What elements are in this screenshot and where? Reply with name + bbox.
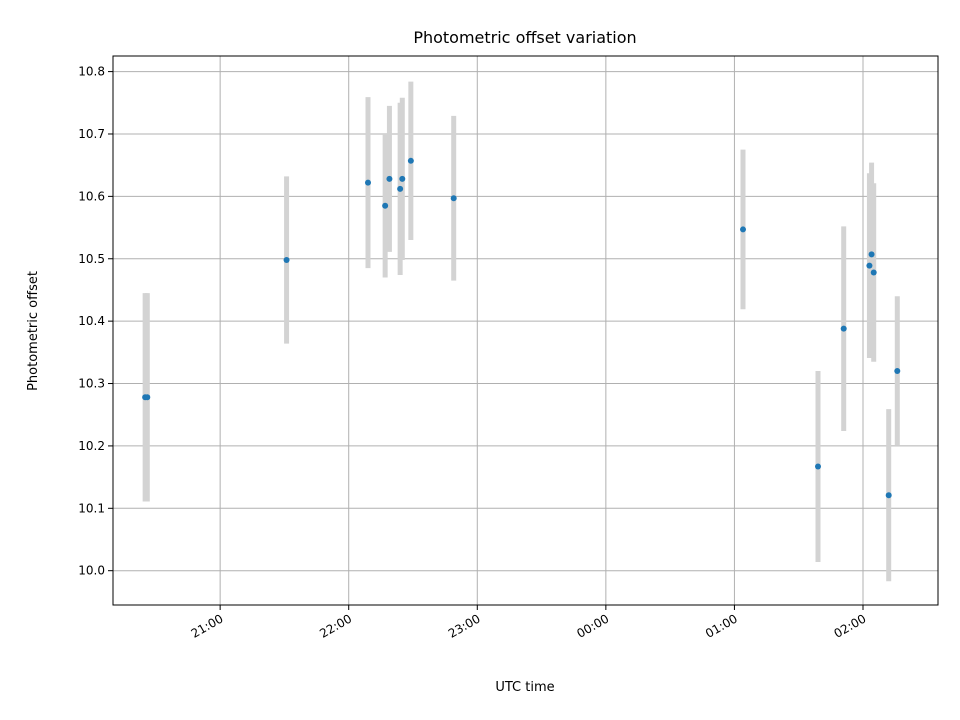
data-point [740,226,746,233]
data-point [870,269,877,276]
y-tick-label: 10.8 [78,65,105,79]
y-tick-label: 10.2 [78,439,105,453]
y-axis-label: Photometric offset [26,271,41,391]
chart-title: Photometric offset variation [413,28,636,47]
data-points [142,157,901,499]
data-point [407,157,414,164]
data-point [894,368,901,375]
data-point [283,257,290,264]
plot-frame [112,55,939,606]
data-point [885,492,892,499]
y-axis-ticks: 10.0 10.1 10.2 10.3 10.4 10.5 10.6 10.7 10.8 [78,65,113,578]
y-tick-label: 10.5 [78,252,105,266]
y-tick-label: 10.7 [78,127,105,141]
data-point [868,251,875,258]
data-point [144,394,151,401]
data-point [399,175,406,182]
data-point [386,175,393,182]
y-tick-label: 10.3 [78,377,105,391]
data-point [866,262,873,269]
grid [113,56,938,605]
x-axis-label: UTC time [495,680,554,695]
y-tick-label: 10.6 [78,189,105,203]
data-point [397,185,404,192]
y-tick-label: 10.0 [78,564,105,578]
y-tick-label: 10.1 [78,501,105,515]
data-point [450,195,457,202]
y-tick-label: 10.4 [78,314,105,328]
data-point [840,325,847,332]
data-point [815,463,821,470]
data-point [382,202,389,209]
data-point [365,179,371,186]
